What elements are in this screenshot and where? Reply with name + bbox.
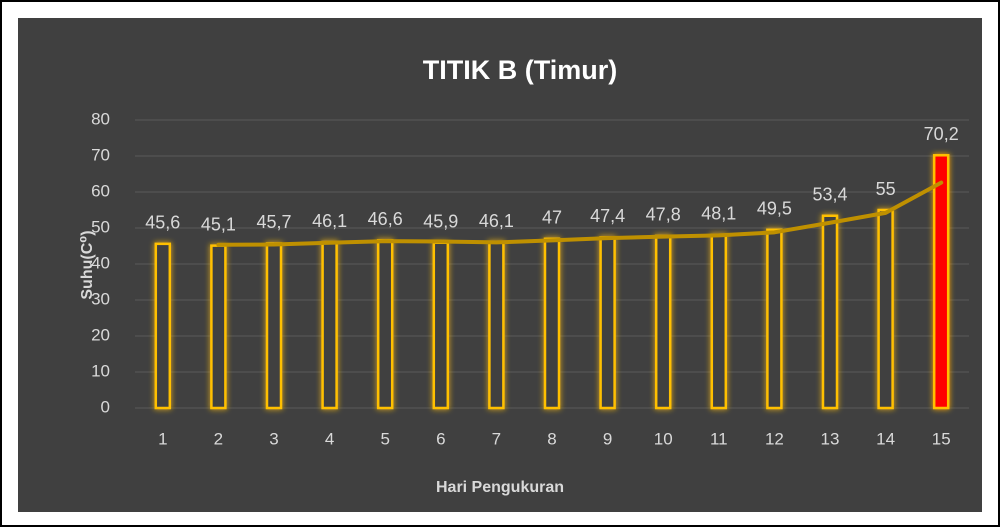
y-tick-label: 0: [101, 397, 110, 416]
bar: [599, 236, 616, 410]
bar: [654, 234, 672, 410]
bar: [543, 237, 561, 410]
x-axis-title: Hari Pengukuran: [436, 479, 564, 496]
x-tick-label: 6: [436, 429, 445, 448]
x-tick-label: 9: [603, 429, 612, 448]
value-label: 49,5: [757, 199, 792, 219]
y-tick-label: 70: [91, 145, 110, 164]
value-label: 47,4: [590, 206, 625, 226]
bar: [210, 244, 227, 410]
value-label: 47: [542, 208, 562, 228]
value-label: 48,1: [701, 204, 736, 224]
y-tick-label: 50: [91, 217, 110, 236]
x-tick-label: 5: [380, 429, 389, 448]
bar: [321, 240, 338, 410]
y-axis-title: Suhu(C⁰): [79, 230, 96, 299]
value-label: 45,9: [423, 212, 458, 232]
x-tick-label: 10: [654, 429, 673, 448]
x-tick-label: 7: [492, 429, 501, 448]
value-label: 47,8: [646, 205, 681, 225]
value-label: 46,1: [479, 211, 514, 231]
bar: [488, 240, 505, 410]
y-tick-label: 80: [91, 109, 110, 128]
value-label: 45,6: [145, 213, 180, 233]
value-label: 46,1: [312, 211, 347, 231]
value-label: 55: [876, 179, 896, 199]
value-label: 70,2: [924, 124, 959, 144]
x-tick-label: 11: [710, 429, 728, 448]
bar: [376, 238, 394, 410]
x-tick-label: 2: [214, 429, 223, 448]
value-label: 53,4: [812, 185, 847, 205]
bar: [710, 233, 728, 410]
value-label: 45,7: [256, 212, 291, 232]
trendline: [216, 180, 944, 247]
bar: [265, 242, 283, 410]
y-tick-label: 60: [91, 181, 110, 200]
x-tick-label: 14: [876, 429, 895, 448]
y-tick-label: 30: [91, 289, 110, 308]
x-tick-label: 13: [821, 429, 840, 448]
x-tick-label: 8: [547, 429, 556, 448]
y-tick-label: 20: [91, 325, 110, 344]
bar: [877, 208, 894, 410]
value-label: 46,6: [368, 209, 403, 229]
bar: [766, 228, 783, 410]
bar: [432, 241, 450, 410]
y-tick-label: 40: [91, 253, 110, 272]
bar: [932, 154, 950, 410]
y-tick-label: 10: [91, 361, 110, 380]
x-tick-label: 3: [269, 429, 278, 448]
x-tick-label: 12: [765, 429, 784, 448]
bar: [154, 242, 172, 410]
bar: [821, 214, 839, 410]
x-tick-label: 1: [158, 429, 167, 448]
x-tick-label: 15: [932, 429, 951, 448]
chart-title: TITIK B (Timur): [423, 55, 617, 85]
value-label: 45,1: [201, 214, 236, 234]
x-tick-label: 4: [325, 429, 334, 448]
